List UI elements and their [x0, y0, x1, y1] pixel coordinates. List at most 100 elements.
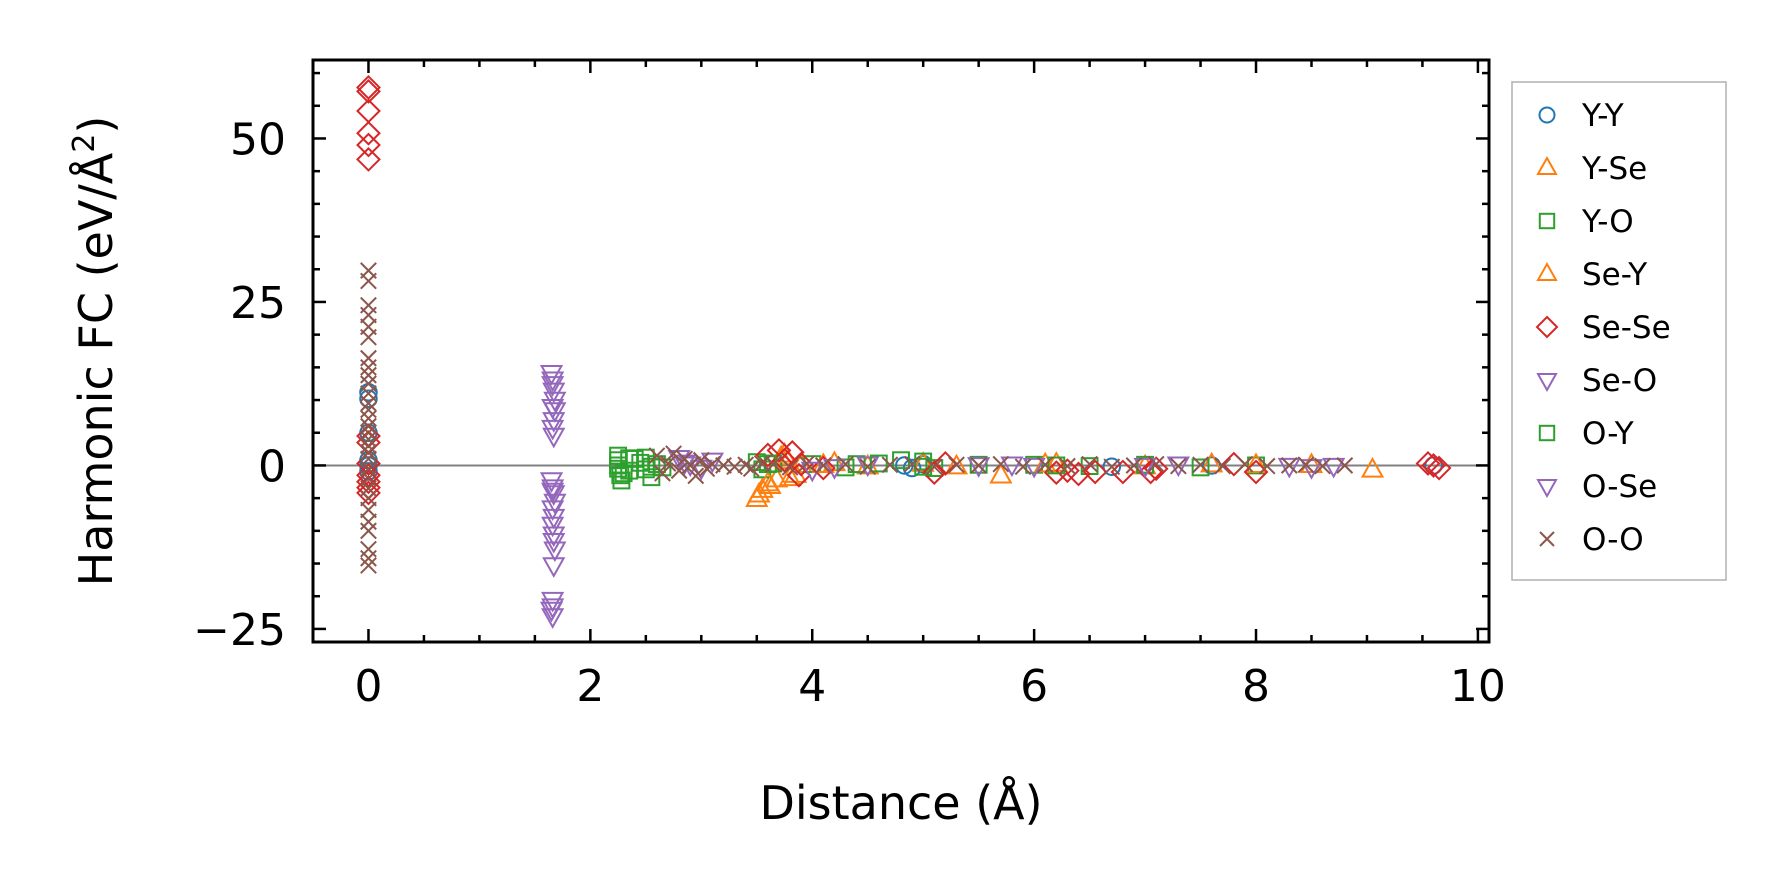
y-tick-label: −25	[193, 605, 286, 656]
data-point	[541, 482, 565, 504]
data-point	[758, 455, 777, 474]
data-point	[1214, 457, 1232, 475]
data-point	[859, 458, 877, 476]
data-point	[665, 445, 682, 463]
data-point	[614, 464, 633, 483]
data-point	[810, 455, 836, 481]
data-point	[1322, 457, 1346, 479]
legend-marker	[1538, 212, 1556, 230]
data-point	[1169, 457, 1187, 475]
data-point	[1426, 455, 1452, 481]
data-point	[1336, 457, 1354, 474]
data-point	[654, 464, 671, 482]
data-point	[360, 430, 377, 448]
data-point	[356, 480, 381, 506]
data-point	[1022, 457, 1046, 479]
data-point	[1166, 456, 1190, 478]
series-O-Se	[541, 376, 1157, 620]
data-point	[360, 328, 377, 346]
data-point	[539, 472, 564, 493]
legend-item: Y-Y	[1538, 98, 1624, 134]
legend-marker	[1536, 155, 1558, 175]
legend-label: Y-Y	[1581, 98, 1624, 134]
x-tick-label: 2	[576, 661, 604, 712]
data-point	[360, 358, 377, 376]
axis-ticks-layer	[313, 60, 1489, 642]
data-point	[636, 448, 655, 467]
data-point	[1036, 456, 1054, 474]
data-point	[1360, 456, 1385, 478]
data-point	[360, 549, 377, 567]
data-point	[1059, 457, 1076, 475]
y-axis-label-main: Harmonic FC (eV/Å	[69, 152, 123, 586]
data-point	[1280, 457, 1298, 474]
legend-label: Se-Se	[1582, 310, 1671, 346]
data-point	[903, 455, 921, 473]
data-point	[1244, 452, 1268, 474]
data-point	[1103, 458, 1121, 476]
data-point	[356, 146, 381, 172]
legend-item: Se-Y	[1536, 257, 1647, 293]
data-point	[360, 401, 377, 419]
data-point	[1221, 451, 1247, 477]
data-point	[970, 457, 988, 474]
series-Se-Y	[747, 441, 1268, 503]
data-point	[989, 462, 1013, 484]
data-point	[543, 541, 567, 563]
plot-frame	[311, 58, 1491, 644]
data-point	[837, 455, 854, 473]
x-tick-label: 0	[354, 661, 382, 712]
data-point	[765, 455, 782, 473]
data-point	[541, 591, 565, 613]
data-point	[1277, 457, 1301, 479]
data-point	[356, 120, 381, 146]
data-point	[814, 457, 832, 474]
data-point	[609, 459, 628, 478]
data-point	[1297, 456, 1315, 474]
data-point	[542, 526, 566, 548]
y-tick-label: 50	[230, 114, 286, 165]
x-axis-label: Distance (Å)	[759, 776, 1042, 830]
legend-marker	[1536, 373, 1558, 393]
legend-item: O-O	[1539, 522, 1644, 558]
data-point	[692, 451, 710, 469]
legend-item: O-Y	[1538, 416, 1634, 452]
data-point	[681, 457, 699, 474]
data-point	[360, 513, 377, 531]
data-point	[944, 453, 969, 475]
data-point	[856, 456, 880, 478]
data-point	[747, 481, 771, 503]
data-point	[541, 598, 565, 620]
data-point	[687, 467, 705, 485]
data-point	[1247, 456, 1265, 475]
data-point	[359, 389, 378, 408]
data-point	[360, 489, 377, 507]
data-point	[1102, 457, 1122, 476]
data-point	[1191, 458, 1210, 477]
data-point	[967, 457, 991, 478]
data-point	[1314, 457, 1331, 475]
data-point	[542, 557, 566, 578]
data-point	[1081, 455, 1099, 473]
data-point	[670, 462, 688, 480]
data-point	[542, 427, 566, 449]
data-point	[772, 447, 797, 473]
data-point	[1258, 457, 1276, 475]
data-point	[1236, 455, 1254, 473]
data-point	[1143, 456, 1169, 482]
legend-marker	[1536, 479, 1558, 499]
data-point	[541, 371, 565, 393]
data-point	[992, 455, 1010, 473]
data-point	[642, 457, 661, 476]
data-point	[356, 132, 381, 158]
data-point	[798, 455, 816, 472]
data-point	[925, 458, 943, 476]
data-point	[360, 540, 377, 558]
data-point	[360, 557, 377, 574]
data-point	[539, 364, 564, 386]
data-point	[541, 376, 565, 397]
legend-label: Y-O	[1581, 204, 1634, 240]
data-point	[1421, 453, 1446, 478]
data-point	[822, 450, 847, 472]
series-O-O	[360, 262, 1354, 574]
